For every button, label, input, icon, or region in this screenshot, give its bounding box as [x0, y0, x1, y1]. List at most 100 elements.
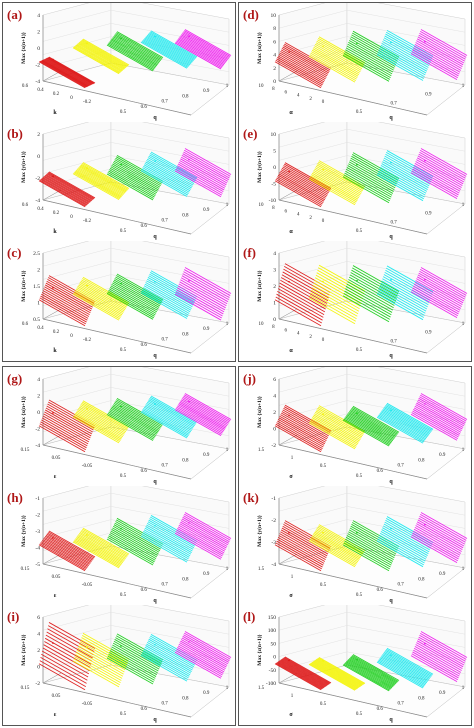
series-stroke — [114, 34, 161, 62]
q-tick-label: 0.5 — [356, 229, 363, 234]
series-stroke — [352, 654, 399, 682]
series-stroke — [42, 176, 90, 204]
series-stroke — [277, 661, 324, 689]
series-stroke — [311, 287, 359, 315]
series-stroke — [274, 663, 322, 691]
series-stroke — [314, 45, 361, 73]
series-stroke — [414, 281, 462, 309]
panel-label: (c) — [7, 245, 22, 260]
z-tick-label: -2 — [271, 443, 276, 449]
series-stroke — [140, 411, 188, 439]
series-stroke — [274, 61, 322, 89]
chart-panel-d: 10 8 6 4 2 0 Max {x(n+1)} 10 8 6 4 2 0 α 0.5 0.7 0.9 1 q (d… — [239, 3, 471, 122]
series-stroke — [45, 534, 93, 562]
series-stroke — [43, 413, 90, 441]
series-stroke — [278, 660, 326, 688]
series-point — [154, 280, 156, 283]
series-f4f400 — [72, 527, 130, 569]
series-stroke — [41, 541, 88, 568]
q-tick-label: 1 — [462, 567, 465, 572]
series-stroke — [315, 410, 363, 438]
series-stroke — [140, 41, 188, 69]
series-point — [154, 160, 156, 163]
series-stroke — [111, 164, 158, 192]
series-stroke — [146, 278, 194, 306]
series-stroke — [308, 663, 356, 691]
series-stroke — [180, 277, 228, 305]
z-tick-label: 0 — [37, 154, 40, 160]
series-stroke — [107, 537, 154, 564]
series-point — [322, 413, 324, 416]
q-axis — [278, 563, 428, 599]
series-stroke — [146, 401, 194, 429]
series-11cc11 — [106, 273, 164, 320]
q-tick-label: 0.7 — [391, 101, 398, 106]
grid-line — [278, 36, 466, 59]
series-point — [120, 405, 122, 408]
series-stroke — [316, 164, 363, 192]
series-stroke — [143, 287, 190, 314]
series-stroke — [380, 656, 428, 684]
series-stroke — [274, 544, 322, 572]
series-point — [356, 163, 358, 166]
z-tick-label: -3 — [35, 529, 40, 535]
series-point — [356, 531, 358, 534]
series-stroke — [280, 49, 328, 77]
param-tick-label: 0.05 — [52, 575, 61, 580]
series-stroke — [48, 172, 95, 199]
q-axis — [42, 563, 192, 599]
series-stroke — [81, 402, 128, 430]
series-stroke — [81, 163, 128, 191]
series-stroke — [309, 421, 356, 448]
series-stroke — [281, 167, 329, 195]
series-stroke — [349, 410, 397, 437]
series-stroke — [143, 529, 191, 557]
series-stroke — [141, 410, 188, 438]
series-stroke — [345, 415, 393, 443]
series-stroke — [39, 660, 86, 687]
series-stroke — [386, 402, 434, 430]
panel-label: (b) — [7, 126, 23, 141]
series-stroke — [146, 35, 193, 63]
series-stroke — [149, 398, 196, 425]
series-stroke — [275, 542, 322, 570]
series-stroke — [343, 53, 390, 80]
series-stroke — [348, 41, 395, 69]
series-stroke — [385, 153, 432, 181]
series-point — [424, 278, 426, 281]
q-tick-label: 0.9 — [203, 691, 210, 696]
series-stroke — [318, 406, 365, 434]
series-stroke — [280, 412, 328, 440]
series-stroke — [311, 417, 359, 444]
series-stroke — [379, 284, 427, 312]
series-stroke — [348, 412, 395, 439]
z-axis-label: Max {y(n+1)} — [256, 151, 263, 183]
z-axis-label: Max {z(n+1)} — [20, 634, 27, 665]
q-tick-label: 1 — [226, 567, 229, 572]
z-tick-label: 0 — [273, 655, 276, 661]
series-stroke — [311, 535, 359, 563]
grid-line — [42, 142, 230, 165]
series-stroke — [347, 43, 394, 71]
q-tick-label: 1 — [462, 686, 465, 691]
series-stroke — [280, 170, 327, 198]
series-stroke — [314, 168, 361, 196]
z-tick-label: -2 — [271, 518, 276, 524]
series-stroke — [342, 54, 390, 82]
q-tick-label: 1 — [226, 448, 229, 453]
series-stroke — [110, 407, 158, 435]
series-stroke — [150, 152, 197, 180]
series-stroke — [107, 412, 154, 440]
q-axis — [278, 444, 428, 480]
series-stroke — [109, 409, 157, 436]
series-f4f400 — [308, 264, 366, 325]
z-tick-label: -2 — [35, 513, 40, 519]
series-stroke — [350, 272, 397, 299]
series-stroke — [82, 278, 129, 305]
series-stroke — [412, 532, 459, 560]
series-stroke — [108, 411, 155, 439]
series-stroke — [149, 273, 196, 301]
series-stroke — [277, 419, 325, 446]
series-ee11ee — [410, 393, 468, 441]
series-stroke — [73, 46, 120, 74]
